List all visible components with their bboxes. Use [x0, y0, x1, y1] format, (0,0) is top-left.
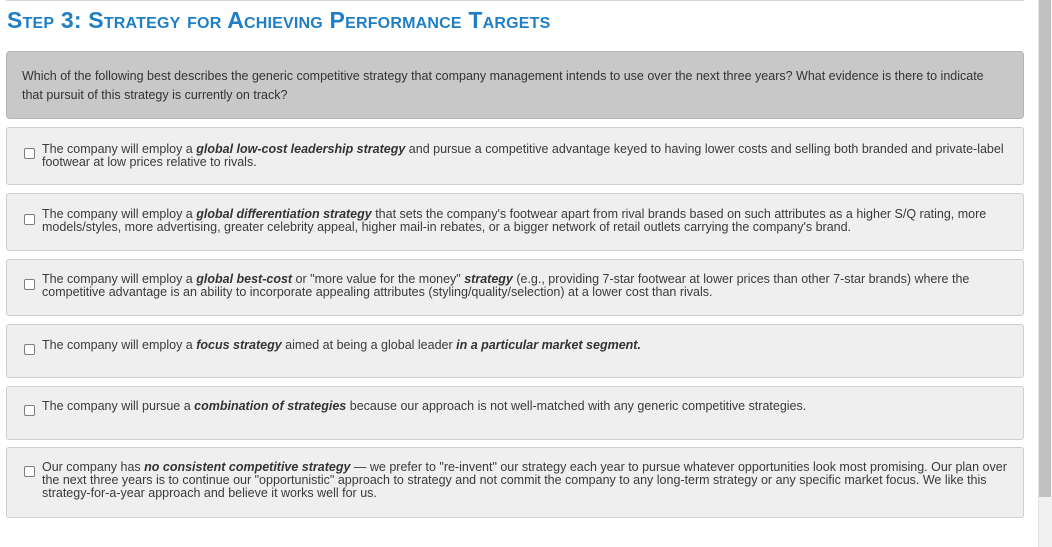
option-text-run: and pursue a competitive advantage keyed… [42, 142, 1004, 169]
option-text: Our company has no consistent competitiv… [42, 461, 1009, 500]
option-text: The company will employ a focus strategy… [42, 339, 1009, 352]
option-text: The company will employ a global best-co… [42, 273, 1009, 299]
question-text: Which of the following best describes th… [22, 69, 984, 102]
question-panel: Which of the following best describes th… [6, 51, 1024, 119]
option-checkbox[interactable] [24, 344, 35, 355]
option-text-run: (e.g., providing 7-star footwear at lowe… [42, 272, 970, 299]
option-text-run: The company will employ a [42, 142, 197, 156]
option-emphasis: no consistent competitive strategy [144, 460, 351, 474]
vertical-scrollbar[interactable] [1038, 0, 1052, 547]
option-checkbox[interactable] [24, 148, 35, 159]
strategy-option-best-cost[interactable]: The company will employ a global best-co… [6, 259, 1024, 316]
option-text-run: Our company has [42, 460, 145, 474]
option-text-run: aimed at being a global leader [281, 338, 457, 352]
option-checkbox[interactable] [24, 405, 35, 416]
option-emphasis: focus strategy [196, 338, 282, 352]
option-checkbox[interactable] [24, 466, 35, 477]
top-divider [6, 0, 1024, 1]
strategy-option-low-cost[interactable]: The company will employ a global low-cos… [6, 127, 1024, 185]
strategy-option-no-strategy[interactable]: Our company has no consistent competitiv… [6, 447, 1024, 518]
option-checkbox[interactable] [24, 214, 35, 225]
page-title: Step 3: Strategy for Achieving Performan… [7, 7, 551, 33]
option-emphasis: in a particular market segment. [456, 338, 641, 352]
strategy-option-focus[interactable]: The company will employ a focus strategy… [6, 324, 1024, 378]
scrollbar-thumb[interactable] [1039, 0, 1051, 497]
option-emphasis: global best-cost [196, 272, 293, 286]
option-text-run: because our approach is not well-matched… [346, 399, 807, 413]
option-text-run: The company will employ a [42, 207, 197, 221]
option-text: The company will pursue a combination of… [42, 400, 1009, 413]
option-text-run: that sets the company's footwear apart f… [42, 207, 987, 234]
strategy-option-combination[interactable]: The company will pursue a combination of… [6, 386, 1024, 440]
option-text: The company will employ a global differe… [42, 208, 1009, 234]
option-text: The company will employ a global low-cos… [42, 143, 1009, 169]
option-text-run: — we prefer to "re-invent" our strategy … [42, 460, 1007, 500]
option-checkbox[interactable] [24, 279, 35, 290]
option-text-run: or "more value for the money" [292, 272, 465, 286]
option-text-run: The company will employ a [42, 272, 197, 286]
option-text-run: The company will employ a [42, 338, 197, 352]
option-text-run: The company will pursue a [42, 399, 195, 413]
strategy-option-differentiation[interactable]: The company will employ a global differe… [6, 193, 1024, 251]
option-emphasis: global differentiation strategy [196, 207, 372, 221]
option-emphasis: combination of strategies [194, 399, 347, 413]
option-emphasis: strategy [464, 272, 513, 286]
option-emphasis: global low-cost leadership strategy [196, 142, 406, 156]
